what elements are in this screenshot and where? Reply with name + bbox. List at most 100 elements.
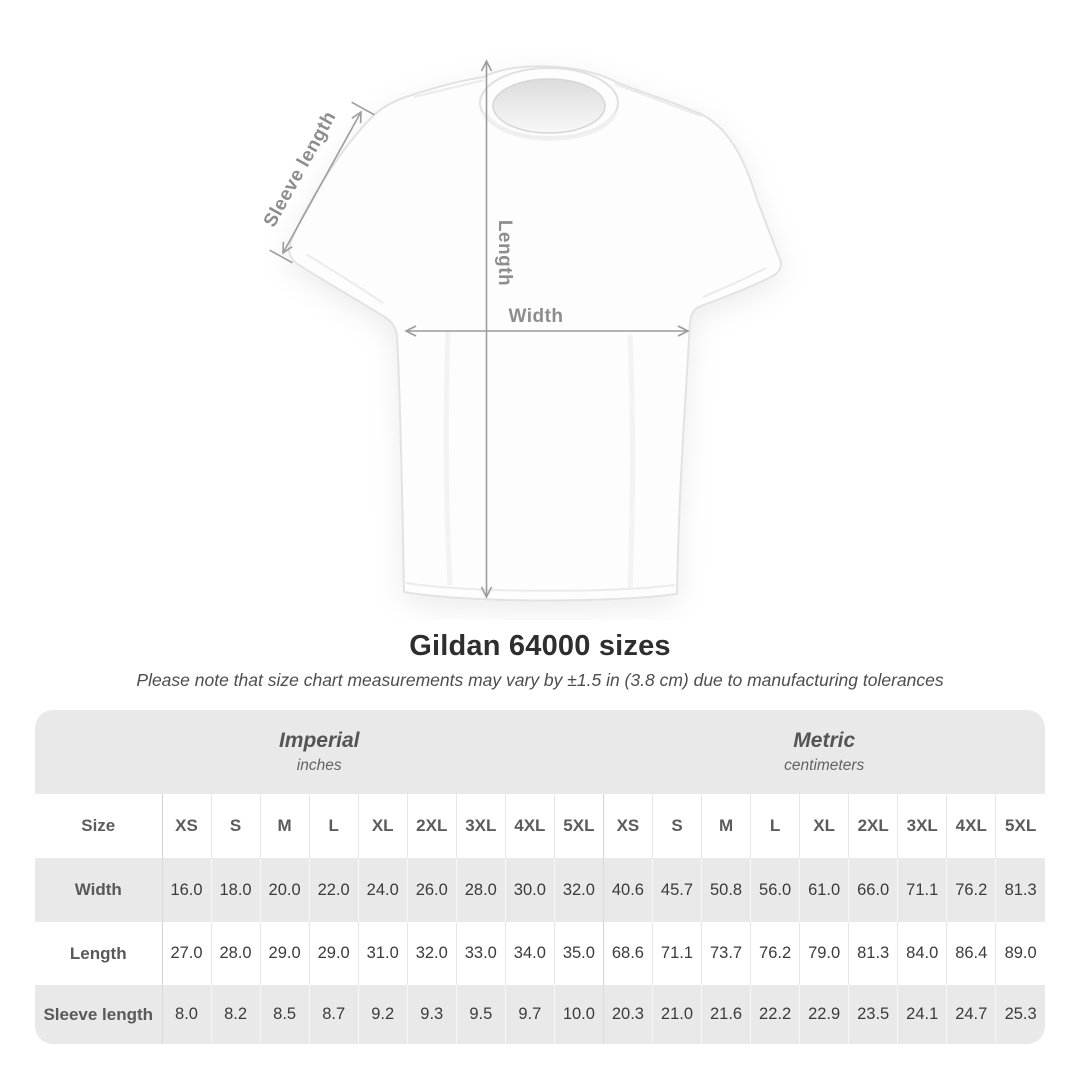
metric-value: 71.1 [897, 858, 947, 922]
imperial-value: 31.0 [357, 922, 408, 985]
imperial-value: 18.0 [210, 858, 261, 922]
imperial-value: 9.7 [504, 985, 555, 1044]
size-col-header: 4XL [504, 794, 555, 858]
measurement-label: Sleeve length [35, 985, 162, 1044]
tshirt-body [288, 65, 782, 602]
metric-value: 25.3 [995, 985, 1045, 1044]
width-label: Width [508, 306, 563, 327]
length-label: Length [494, 220, 515, 286]
size-col-header: XL [357, 794, 408, 858]
imperial-value: 9.3 [406, 985, 457, 1044]
size-col-header: 2XL [406, 794, 457, 858]
size-table: Imperial inches Metric centimeters Size X… [35, 710, 1045, 1044]
size-table-grid: Imperial inches Metric centimeters Size X… [35, 710, 1045, 1044]
size-col-header: 2XL [848, 794, 898, 858]
tshirt-folds [443, 329, 636, 589]
imperial-value: 8.0 [161, 985, 212, 1044]
metric-value: 89.0 [995, 922, 1045, 985]
imperial-value: 28.0 [210, 922, 261, 985]
tolerance-note: Please note that size chart measurements… [136, 670, 944, 690]
size-col-header: M [701, 794, 751, 858]
imperial-value: 24.0 [357, 858, 408, 922]
metric-value: 56.0 [750, 858, 800, 922]
length-arrow [480, 59, 493, 599]
tshirt-diagram: Sleeve length Length Width [260, 59, 782, 602]
imperial-value: 29.0 [259, 922, 310, 985]
imperial-value: 9.5 [455, 985, 506, 1044]
metric-value: 84.0 [897, 922, 947, 985]
metric-value: 24.1 [897, 985, 947, 1044]
metric-value: 24.7 [946, 985, 996, 1044]
tshirt-seams [305, 79, 767, 592]
imperial-value: 33.0 [455, 922, 506, 985]
size-col-header: S [651, 794, 702, 858]
imperial-unit: inches [296, 757, 342, 774]
size-col-header: 3XL [455, 794, 506, 858]
size-col-header: 4XL [946, 794, 996, 858]
size-label: Size [35, 794, 162, 858]
tshirt-collar [479, 67, 619, 141]
imperial-value: 20.0 [259, 858, 310, 922]
metric-value: 68.6 [602, 922, 653, 985]
imperial-value: 8.2 [210, 985, 261, 1044]
metric-value: 71.1 [651, 922, 702, 985]
imperial-value: 35.0 [553, 922, 604, 985]
imperial-value: 9.2 [357, 985, 408, 1044]
imperial-value: 30.0 [504, 858, 555, 922]
measurement-row: Sleeve length 8.0 8.2 8.5 8.7 9.2 9.3 9.5 9.7 10.… [35, 985, 1045, 1044]
metric-value: 50.8 [701, 858, 751, 922]
page-title: Gildan 64000 sizes [409, 630, 671, 662]
imperial-value: 27.0 [161, 922, 212, 985]
imperial-value: 28.0 [455, 858, 506, 922]
imperial-value: 29.0 [308, 922, 359, 985]
metric-label: Metric [793, 729, 856, 752]
tshirt-photo: Sleeve length Length Width [260, 59, 782, 602]
metric-value: 21.6 [701, 985, 751, 1044]
measurement-row: Length 27.0 28.0 29.0 29.0 31.0 32.0 33.0 34.0 35… [35, 922, 1045, 985]
metric-value: 40.6 [602, 858, 653, 922]
imperial-value: 32.0 [406, 922, 457, 985]
size-col-header: L [750, 794, 800, 858]
metric-value: 76.2 [946, 858, 996, 922]
size-col-header: 5XL [553, 794, 604, 858]
metric-value: 20.3 [602, 985, 653, 1044]
imperial-value: 8.5 [259, 985, 310, 1044]
sleeve-length-arrow [269, 101, 375, 264]
metric-value: 21.0 [651, 985, 702, 1044]
metric-value: 86.4 [946, 922, 996, 985]
imperial-value: 34.0 [504, 922, 555, 985]
imperial-value: 8.7 [308, 985, 359, 1044]
size-col-header: XS [161, 794, 212, 858]
measurement-row: Width 16.0 18.0 20.0 22.0 24.0 26.0 28.0 30.0 32.… [35, 858, 1045, 922]
size-col-header: 3XL [897, 794, 947, 858]
metric-value: 81.3 [995, 858, 1045, 922]
metric-value: 73.7 [701, 922, 751, 985]
metric-value: 81.3 [848, 922, 898, 985]
metric-value: 76.2 [750, 922, 800, 985]
unit-header-row: Imperial inches Metric centimeters [35, 710, 1045, 794]
metric-unit: centimeters [784, 757, 865, 774]
size-col-header: XS [602, 794, 653, 858]
metric-value: 45.7 [651, 858, 702, 922]
imperial-label: Imperial [278, 729, 360, 752]
size-col-header: S [210, 794, 261, 858]
metric-value: 22.2 [750, 985, 800, 1044]
measurement-label: Length [35, 922, 162, 985]
metric-value: 23.5 [848, 985, 898, 1044]
metric-value: 66.0 [848, 858, 898, 922]
imperial-value: 22.0 [308, 858, 359, 922]
metric-value: 22.9 [799, 985, 849, 1044]
imperial-value: 16.0 [161, 858, 212, 922]
size-col-header: L [308, 794, 359, 858]
metric-section-header: Metric centimeters [603, 710, 1045, 794]
metric-value: 79.0 [799, 922, 849, 985]
size-header-row: Size XS S M L XL 2XL 3XL 4XL 5XL XS S M L XL 2XL 3XL 4XL 5… [35, 794, 1045, 858]
size-col-header: XL [799, 794, 849, 858]
imperial-value: 10.0 [553, 985, 604, 1044]
imperial-value: 32.0 [553, 858, 604, 922]
measurement-label: Width [35, 858, 162, 922]
size-col-header: 5XL [995, 794, 1045, 858]
imperial-value: 26.0 [406, 858, 457, 922]
imperial-section-header: Imperial inches [35, 710, 604, 794]
